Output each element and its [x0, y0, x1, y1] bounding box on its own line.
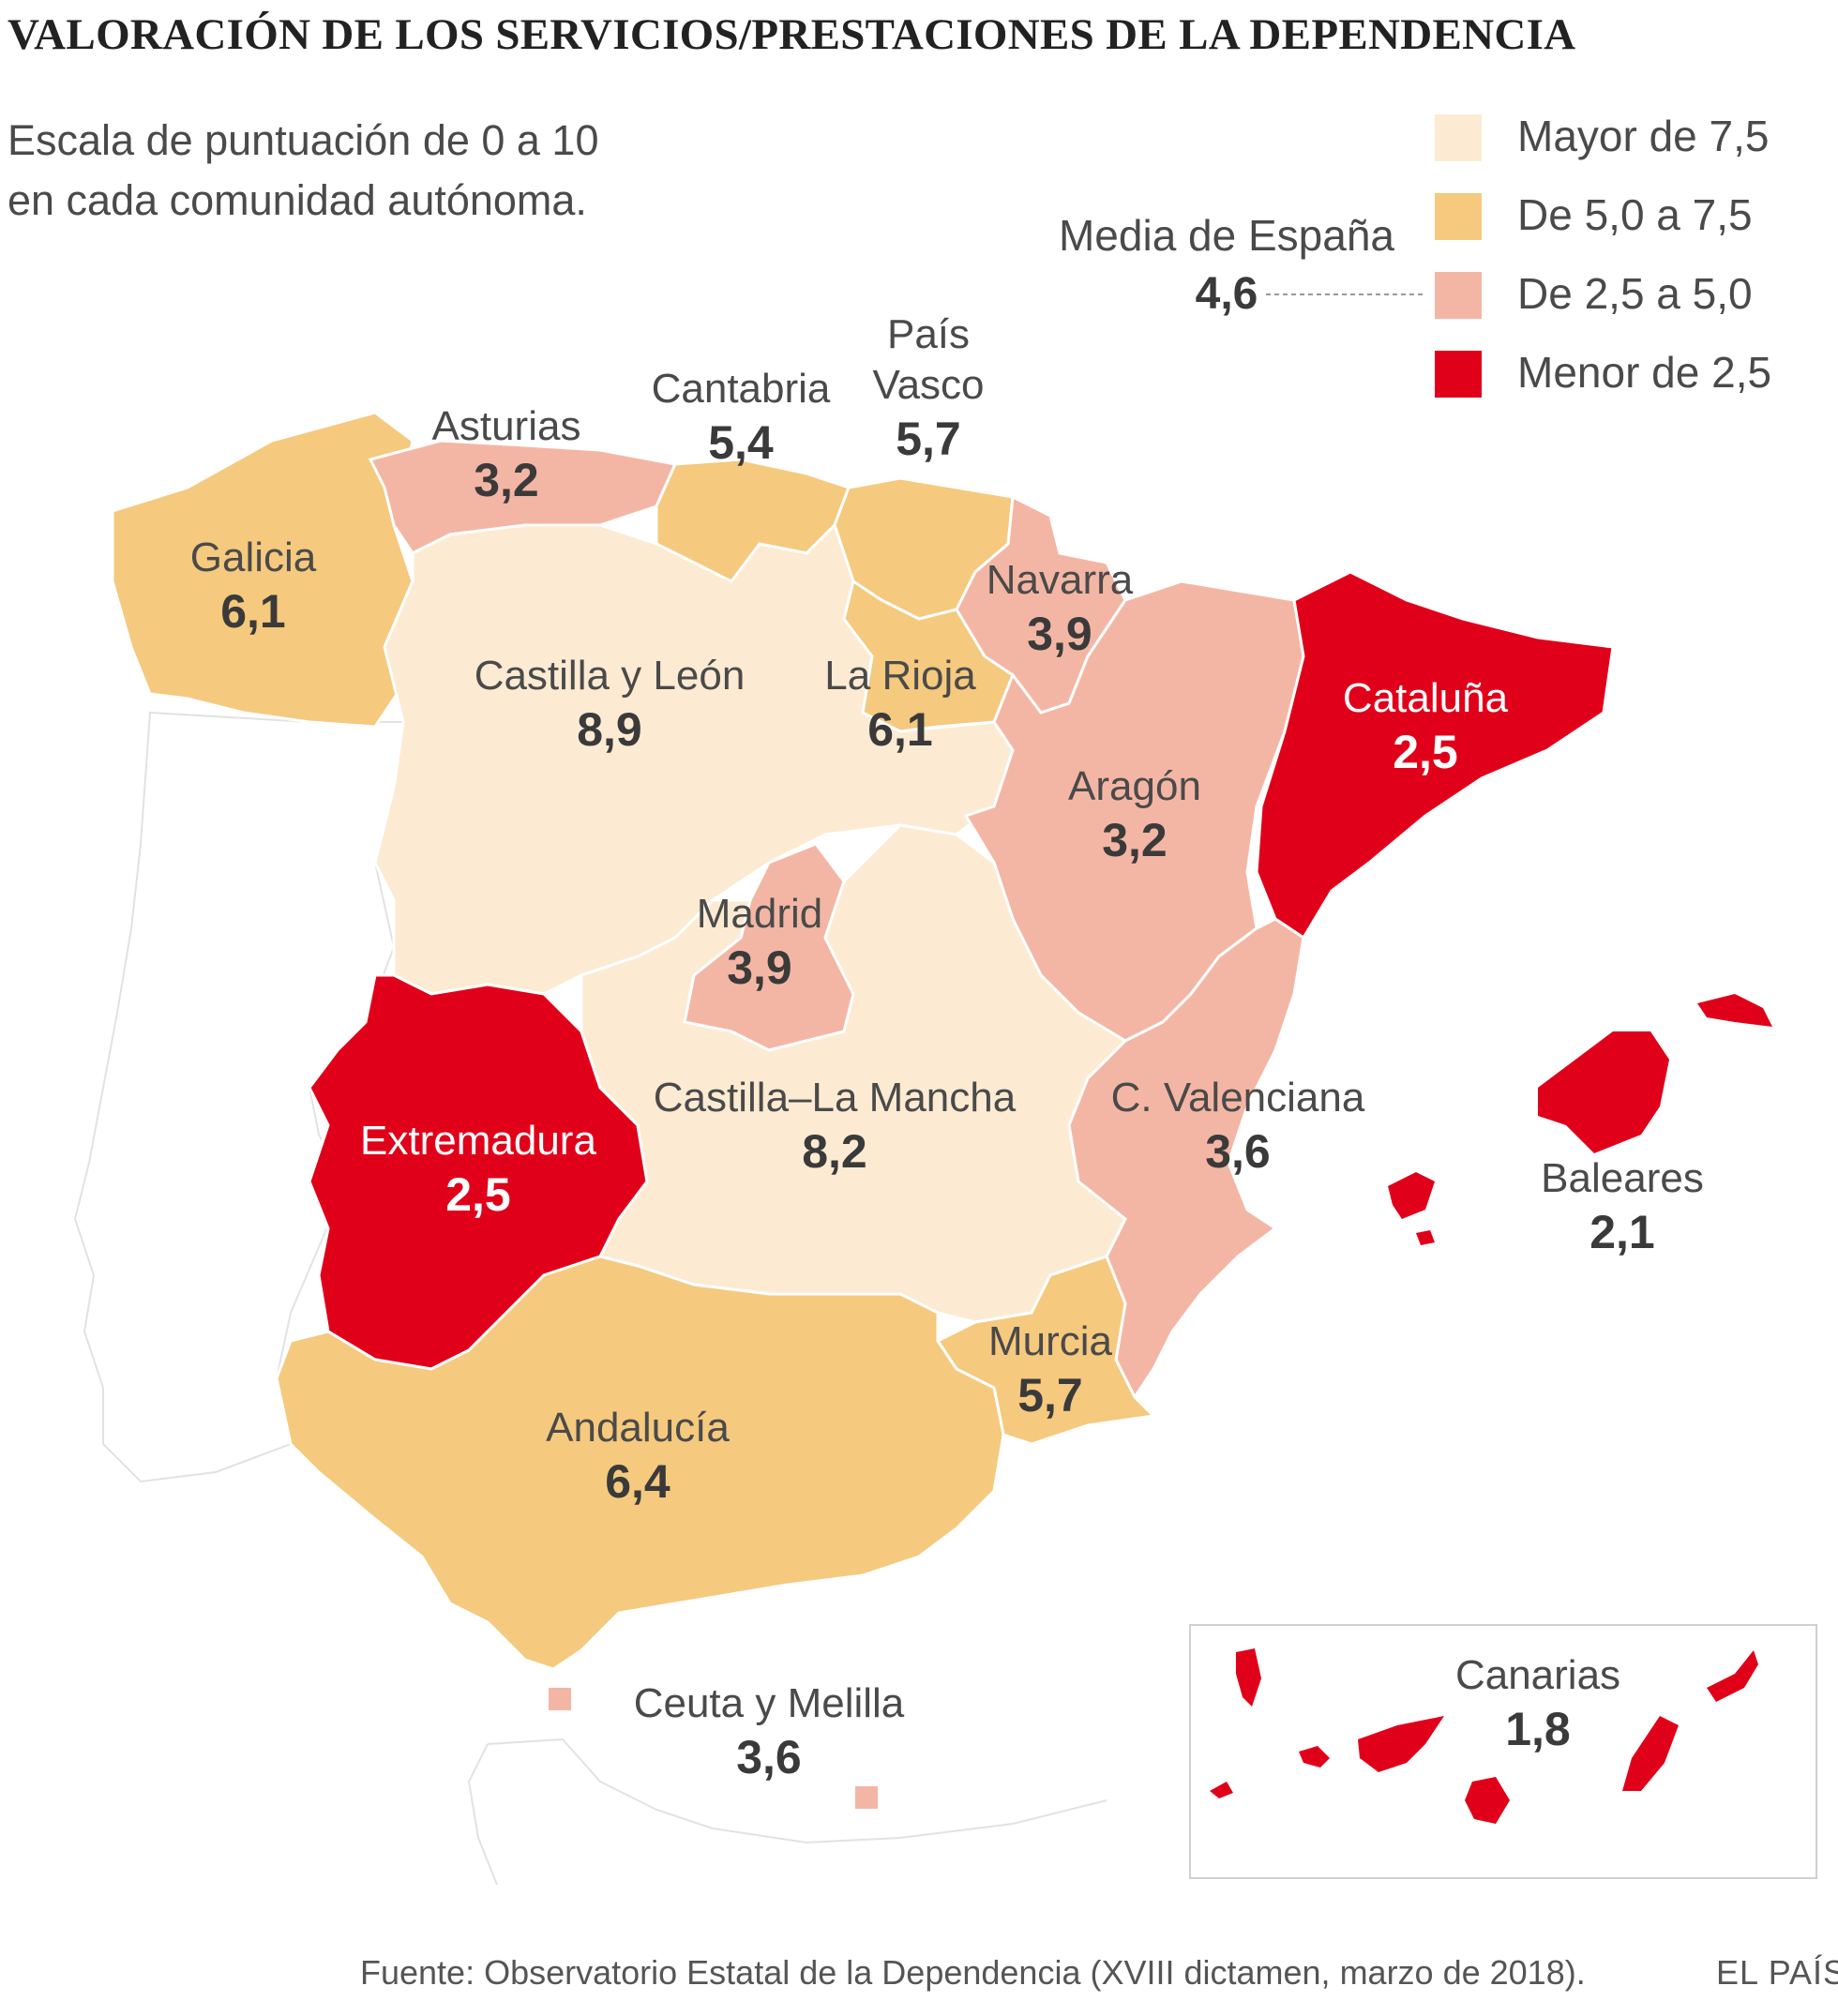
legend-label: De 2,5 a 5,0	[1517, 269, 1753, 318]
region-name: Madrid	[696, 891, 823, 937]
region-canarias[interactable]	[1210, 1648, 1758, 1824]
region-value: 3,2	[1102, 814, 1168, 866]
legend-swatch	[1435, 193, 1482, 240]
region-value: 6,1	[220, 585, 286, 638]
region-value: 2,5	[1393, 726, 1458, 778]
legend-item-5-7-5: De 5,0 a 7,5	[1435, 187, 1829, 243]
region-value: 1,8	[1505, 1703, 1571, 1755]
region-name-line-2: Vasco	[872, 362, 985, 408]
region-name-line-1: País	[886, 311, 971, 357]
subtitle: Escala de puntuación de 0 a 10 en cada c…	[8, 111, 851, 231]
region-baleares[interactable]	[1388, 994, 1772, 1245]
region-c-valenciana[interactable]	[1067, 917, 1305, 1400]
region-value: 3,6	[736, 1731, 802, 1783]
region-name: Asturias	[431, 403, 581, 449]
label-cataluna: Cataluña 2,5	[1303, 673, 1547, 780]
region-name: Ceuta y Melilla	[633, 1680, 905, 1726]
label-castilla-la-mancha: Castilla–La Mancha 8,2	[619, 1073, 1050, 1180]
label-madrid: Madrid 3,9	[656, 889, 863, 996]
legend-swatch	[1435, 272, 1482, 319]
label-canarias: Canarias 1,8	[1425, 1650, 1650, 1757]
label-cantabria: Cantabria 5,4	[619, 364, 863, 471]
label-andalucia: Andalucía 6,4	[506, 1403, 769, 1510]
canarias-inset	[1189, 1624, 1817, 1879]
region-value: 5,4	[708, 416, 774, 469]
label-asturias: Asturias 3,2	[394, 401, 619, 508]
region-value: 5,7	[896, 413, 961, 465]
region-value: 2,1	[1589, 1206, 1655, 1258]
marker-melilla[interactable]	[855, 1786, 878, 1809]
label-navarra: Navarra 3,9	[957, 555, 1163, 662]
legend-label: Menor de 2,5	[1517, 348, 1772, 397]
region-name: C. Valenciana	[1110, 1075, 1365, 1121]
region-value: 5,7	[1017, 1369, 1083, 1422]
region-name: Cantabria	[651, 366, 831, 412]
region-value: 3,9	[727, 941, 792, 994]
region-name: Baleares	[1541, 1155, 1704, 1201]
africa-coast-outline	[467, 1738, 1107, 1886]
region-andalucia[interactable]	[275, 1255, 1005, 1671]
label-murcia: Murcia 5,7	[947, 1316, 1153, 1423]
region-name: Castilla–La Mancha	[653, 1075, 1017, 1121]
region-value: 8,2	[802, 1125, 867, 1178]
label-aragon: Aragón 3,2	[1022, 761, 1247, 868]
brand-logo: EL PAÍS	[1716, 1953, 1838, 1992]
legend-label: Mayor de 7,5	[1517, 112, 1770, 160]
region-value: 8,9	[577, 703, 642, 756]
region-name: Navarra	[986, 557, 1134, 603]
subtitle-line-2: en cada comunidad autónoma.	[8, 176, 587, 224]
region-name: Extremadura	[360, 1118, 596, 1164]
page-title: VALORACIÓN DE LOS SERVICIOS/PRESTACIONES…	[8, 10, 1576, 59]
legend-swatch	[1435, 351, 1482, 398]
label-pais-vasco: País Vasco 5,7	[844, 309, 1013, 467]
region-name: Galicia	[189, 534, 317, 580]
legend-item-menor-2-5: Menor de 2,5	[1435, 344, 1829, 400]
marker-ceuta[interactable]	[549, 1688, 571, 1710]
media-espana-value: 4,6	[1195, 269, 1258, 319]
region-value: 6,4	[605, 1455, 670, 1508]
region-name: Canarias	[1454, 1652, 1621, 1698]
region-name: La Rioja	[824, 653, 976, 699]
region-value: 2,5	[445, 1168, 511, 1221]
source-note: Fuente: Observatorio Estatal de la Depen…	[360, 1953, 1586, 1992]
region-name: Aragón	[1068, 763, 1201, 809]
region-value: 6,1	[867, 703, 933, 756]
legend-swatch	[1435, 114, 1482, 161]
legend-item-2-5-5: De 2,5 a 5,0	[1435, 265, 1829, 322]
region-name: Castilla y León	[474, 653, 746, 699]
region-value: 3,9	[1027, 608, 1092, 660]
label-castilla-y-leon: Castilla y León 8,9	[441, 651, 778, 758]
subtitle-line-1: Escala de puntuación de 0 a 10	[8, 116, 599, 164]
region-value: 3,2	[474, 454, 539, 506]
region-name: Murcia	[987, 1318, 1113, 1364]
legend-item-mayor-7-5: Mayor de 7,5	[1435, 108, 1829, 164]
legend-label: De 5,0 a 7,5	[1517, 190, 1753, 239]
label-baleares: Baleares 2,1	[1510, 1153, 1735, 1260]
label-c-valenciana: C. Valenciana 3,6	[1088, 1073, 1388, 1180]
label-la-rioja: La Rioja 6,1	[797, 651, 1003, 758]
region-value: 3,6	[1205, 1125, 1271, 1178]
media-espana-label: Media de España	[1058, 211, 1395, 260]
region-name: Cataluña	[1342, 675, 1509, 721]
region-cataluna[interactable]	[1255, 570, 1615, 940]
region-name: Andalucía	[546, 1405, 730, 1451]
label-extremadura: Extremadura 2,5	[328, 1116, 628, 1223]
label-ceuta-y-melilla: Ceuta y Melilla 3,6	[591, 1678, 947, 1785]
label-galicia: Galicia 6,1	[150, 533, 356, 639]
